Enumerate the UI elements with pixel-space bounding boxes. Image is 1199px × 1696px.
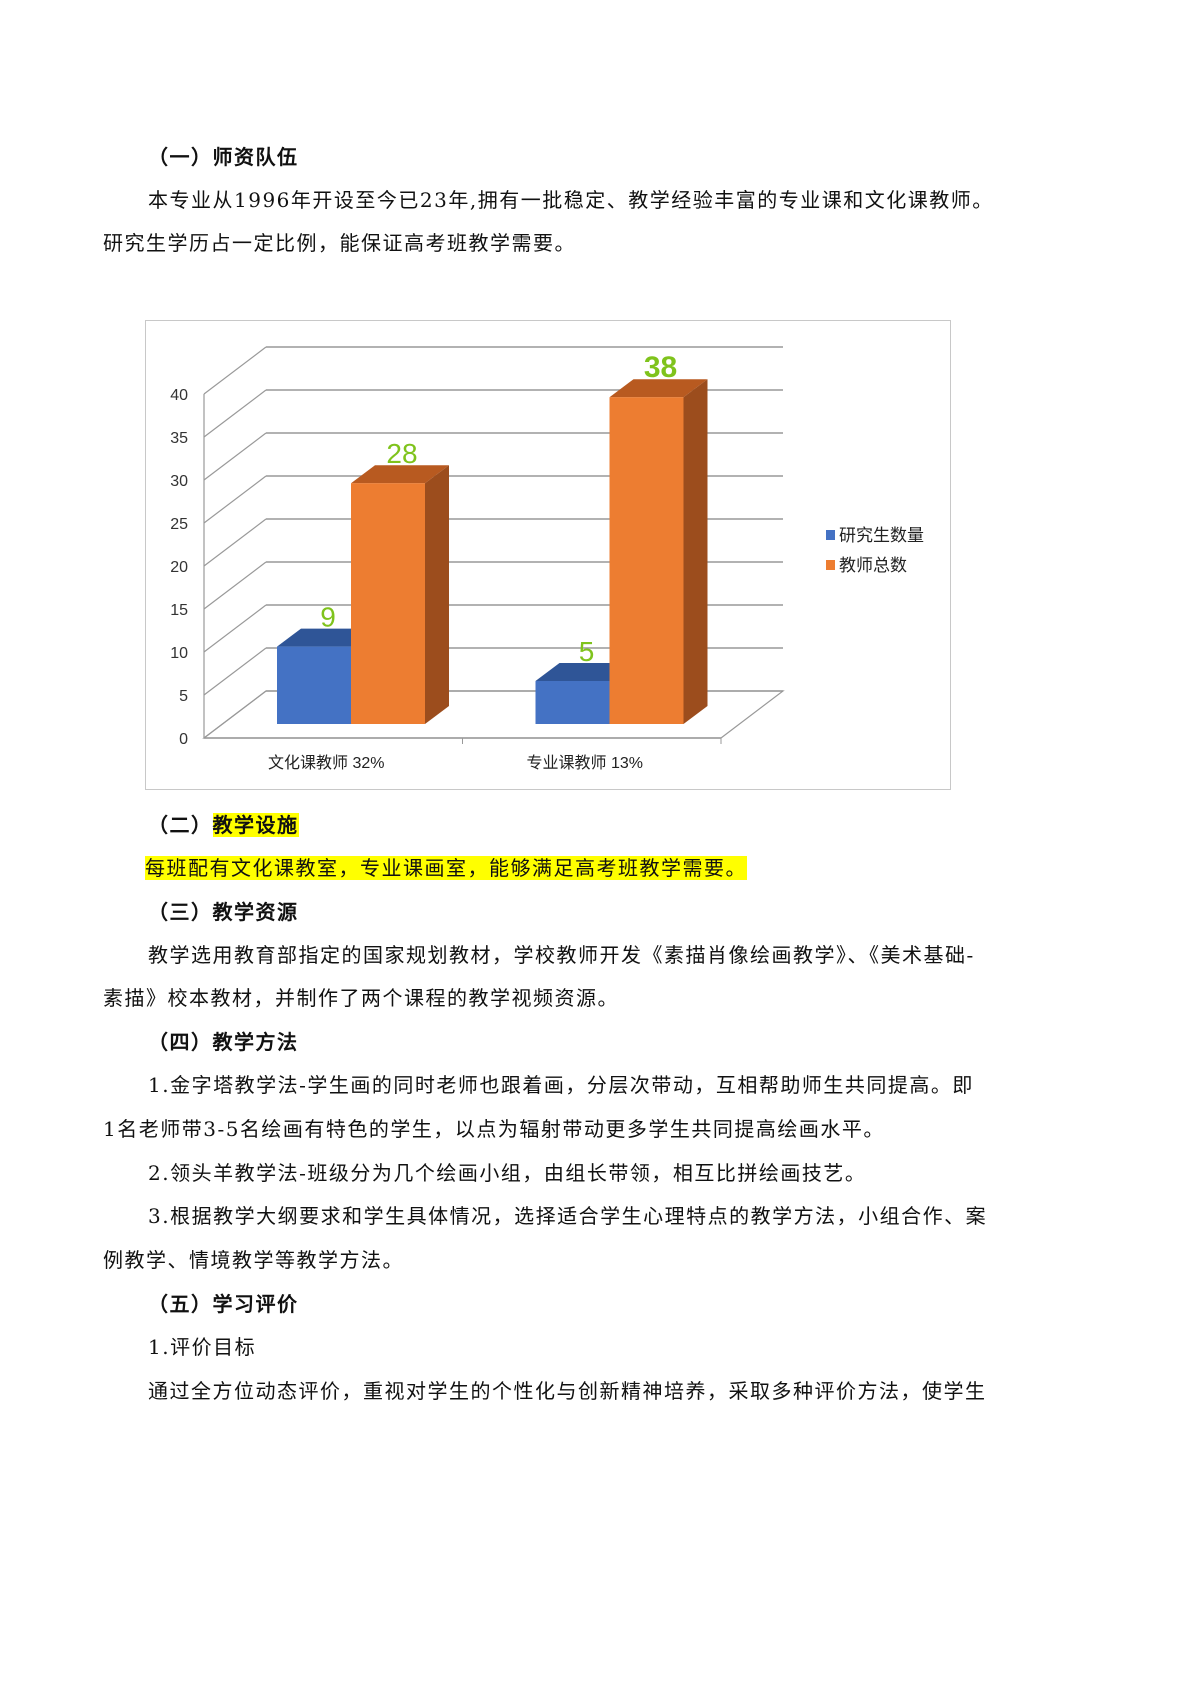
legend-label: 教师总数 [839, 556, 907, 575]
side-gridline [203, 690, 267, 739]
data-label: 5 [579, 636, 595, 667]
side-gridline [203, 647, 267, 696]
paragraph-line: 例教学、情境教学等教学方法。 [103, 1248, 404, 1272]
y-tick-label: 35 [170, 430, 188, 447]
bar-0-1 [351, 483, 425, 724]
section-heading: （四）教学方法 [148, 1030, 299, 1054]
x-category-label: 专业课教师 13% [527, 754, 643, 772]
bar-0-0 [277, 646, 351, 724]
bar-1-1 [609, 397, 684, 724]
bar-top [535, 663, 634, 681]
data-label: 9 [320, 602, 336, 633]
side-gridline [203, 518, 267, 567]
side-gridline [203, 432, 267, 481]
side-gridline [203, 475, 267, 524]
bar-side [683, 379, 708, 724]
y-tick-label: 10 [170, 645, 188, 662]
paragraph-line: 本专业从1996年开设至今已23年,拥有一批稳定、教学经验丰富的专业课和文化课教… [148, 188, 994, 212]
paragraph-line: 1.评价目标 [148, 1335, 257, 1359]
side-gridline [203, 561, 267, 610]
legend-swatch [826, 530, 835, 540]
x-category-label: 文化课教师 32% [268, 754, 384, 772]
bar-1-0 [535, 681, 610, 724]
paragraph-line: 教学选用教育部指定的国家规划教材，学校教师开发《素描肖像绘画教学》、《美术基础- [148, 943, 975, 967]
side-gridline [203, 389, 267, 438]
data-label: 38 [644, 351, 677, 384]
paragraph-line: 每班配有文化课教室，专业课画室，能够满足高考班教学需要。 [145, 855, 747, 881]
legend-label: 研究生数量 [839, 526, 924, 545]
y-tick-label: 40 [170, 387, 188, 404]
paragraph-line: 素描》校本教材，并制作了两个课程的教学视频资源。 [103, 986, 619, 1010]
section-heading: （三）教学资源 [148, 900, 299, 924]
bar-top [277, 628, 375, 647]
y-tick-label: 25 [170, 516, 188, 533]
bar-chart: 0 5 10 15 20 25 30 35 40 文化课教师 32% 9 28 专业课教师 13% 5 38… [170, 346, 924, 772]
highlighted-text: 每班配有文化课教室，专业课画室，能够满足高考班教学需要。 [145, 856, 747, 880]
side-gridline [203, 346, 267, 395]
paragraph-line: 研究生学历占一定比例，能保证高考班教学需要。 [103, 231, 576, 255]
heading-highlighted: 教学设施 [212, 813, 299, 837]
y-tick-label: 0 [179, 731, 188, 748]
paragraph-line: 1.金字塔教学法-学生画的同时老师也跟着画，分层次带动，互相帮助师生共同提高。即 [148, 1073, 974, 1097]
bar-top [351, 465, 449, 484]
bar-top [609, 379, 708, 398]
section-heading: （一）师资队伍 [148, 145, 299, 169]
section-heading: （五）学习评价 [148, 1292, 299, 1316]
side-gridline [203, 604, 267, 653]
y-tick-label: 30 [170, 473, 188, 490]
y-tick-label: 5 [179, 688, 188, 705]
data-label: 28 [386, 438, 417, 469]
y-tick-label: 20 [170, 559, 188, 576]
legend-swatch [826, 560, 835, 570]
bar-side [425, 465, 449, 724]
heading-prefix: （二） [148, 813, 213, 837]
y-tick-label: 15 [170, 602, 188, 619]
paragraph-line: 2.领头羊教学法-班级分为几个绘画小组，由组长带领，相互比拼绘画技艺。 [148, 1161, 867, 1185]
chart-frame: 0 5 10 15 20 25 30 35 40 文化课教师 32% 9 28 专业课教师 13% 5 38… [145, 320, 951, 790]
paragraph-line: 通过全方位动态评价，重视对学生的个性化与创新精神培养，采取多种评价方法，使学生 [148, 1379, 987, 1403]
paragraph-line: 1名老师带3-5名绘画有特色的学生，以点为辐射带动更多学生共同提高绘画水平。 [103, 1117, 885, 1141]
paragraph-line: 3.根据教学大纲要求和学生具体情况，选择适合学生心理特点的教学方法，小组合作、案 [148, 1204, 988, 1228]
section-heading: （二）教学设施 [148, 812, 299, 838]
